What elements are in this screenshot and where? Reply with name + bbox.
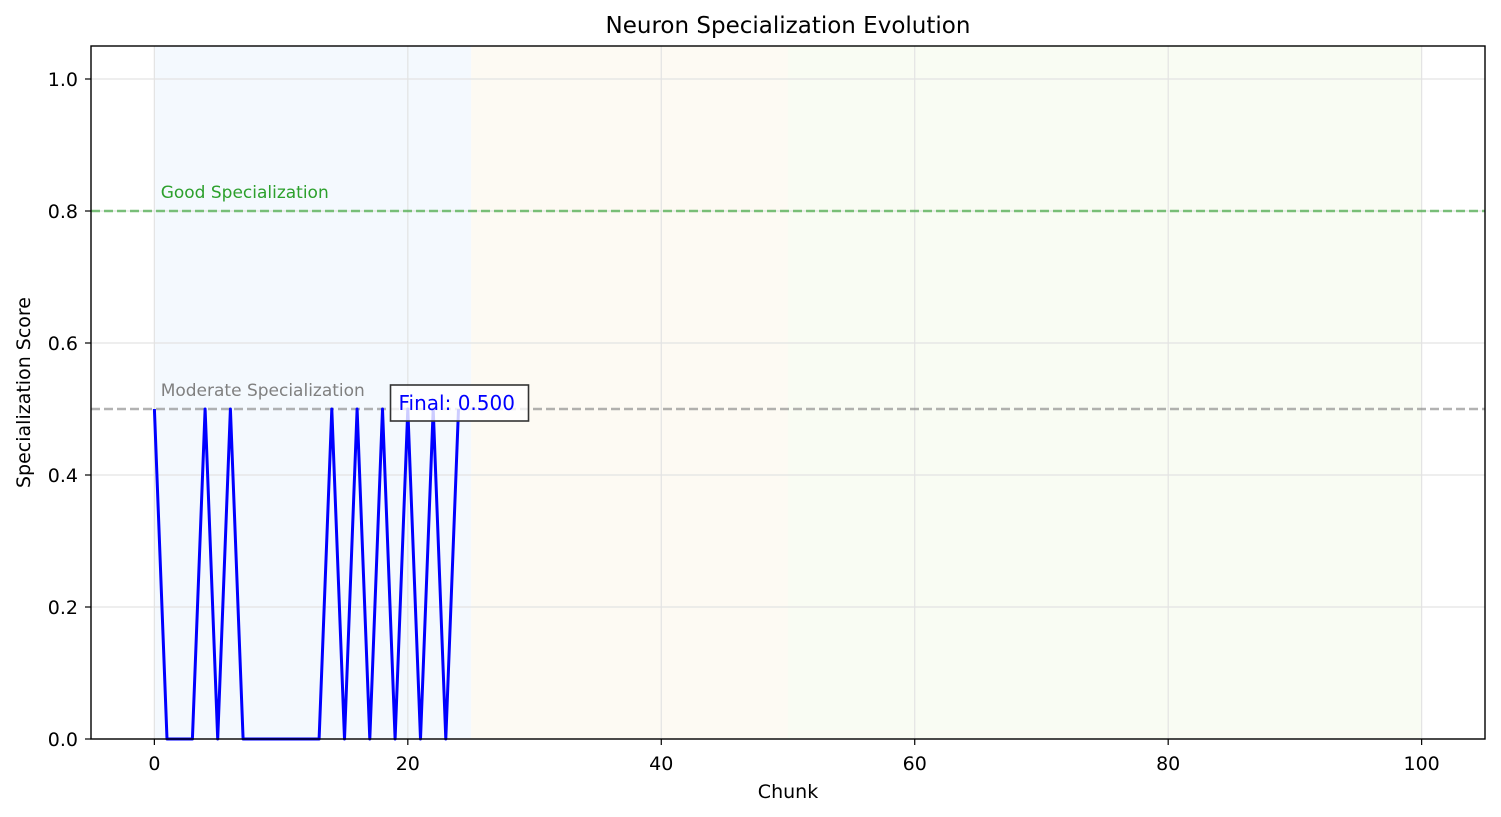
final-value-box [389, 384, 530, 422]
axis-ticks: 0 20 40 60 80 100 0.0 0.2 0.4 0.6 0.8 1.0 [48, 69, 1440, 775]
final-value-label: Final: 0.500 [399, 391, 515, 415]
y-tick-label: 0.2 [48, 597, 78, 619]
x-tick-label: 40 [649, 753, 673, 775]
y-tick-label: 0.8 [48, 201, 78, 223]
x-tick-label: 100 [1404, 753, 1440, 775]
x-axis-title: Chunk [758, 781, 818, 803]
y-tick-label: 0.0 [48, 729, 78, 751]
x-tick-label: 0 [148, 753, 160, 775]
y-tick-label: 0.6 [48, 333, 78, 355]
x-tick-label: 60 [903, 753, 927, 775]
reference-lines: Good Specialization Moderate Specializati… [91, 183, 1485, 411]
x-tick-label: 20 [396, 753, 420, 775]
reference-line-label-0: Good Specialization [161, 183, 329, 203]
grid-lines [91, 46, 1485, 740]
annotation-layer: Final: 0.500 [389, 384, 530, 422]
y-tick-label: 1.0 [48, 69, 78, 91]
y-tick-label: 0.4 [48, 465, 78, 487]
reference-line-label-1: Moderate Specialization [161, 381, 365, 401]
y-axis-title: Specialization Score [13, 297, 35, 488]
shaded-regions [154, 46, 1422, 739]
plot-frame [90, 45, 1486, 740]
x-tick-label: 80 [1156, 753, 1180, 775]
chart-title: Neuron Specialization Evolution [606, 13, 971, 39]
shaded-region-2 [788, 46, 1422, 739]
